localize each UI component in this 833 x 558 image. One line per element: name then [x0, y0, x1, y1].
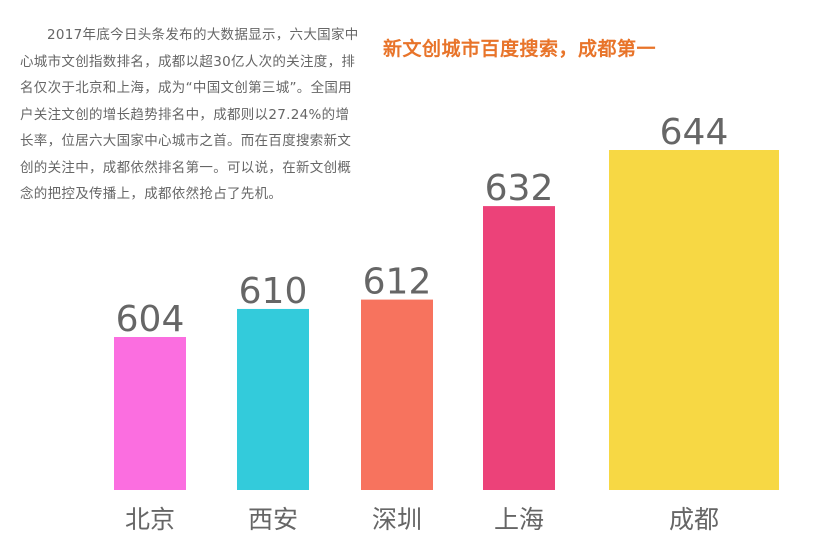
- value-label: 644: [660, 112, 729, 153]
- value-label: 612: [363, 262, 432, 303]
- category-label: 深圳: [372, 505, 422, 534]
- bar-上海: [483, 206, 555, 490]
- category-label: 成都: [669, 505, 719, 534]
- value-label: 604: [116, 299, 185, 340]
- bar-北京: [114, 337, 186, 490]
- category-label: 北京: [125, 505, 175, 534]
- bar-深圳: [361, 299, 433, 490]
- value-label: 632: [485, 168, 554, 209]
- category-label: 上海: [494, 505, 544, 534]
- intro-paragraph: 2017年底今日头条发布的大数据显示，六大国家中心城市文创指数排名，成都以超30…: [20, 27, 359, 202]
- bar-成都: [609, 150, 779, 490]
- bar-西安: [237, 308, 309, 490]
- category-label: 西安: [248, 505, 298, 534]
- chart-title: 新文创城市百度搜索，成都第一: [383, 38, 657, 60]
- value-label: 610: [239, 271, 308, 312]
